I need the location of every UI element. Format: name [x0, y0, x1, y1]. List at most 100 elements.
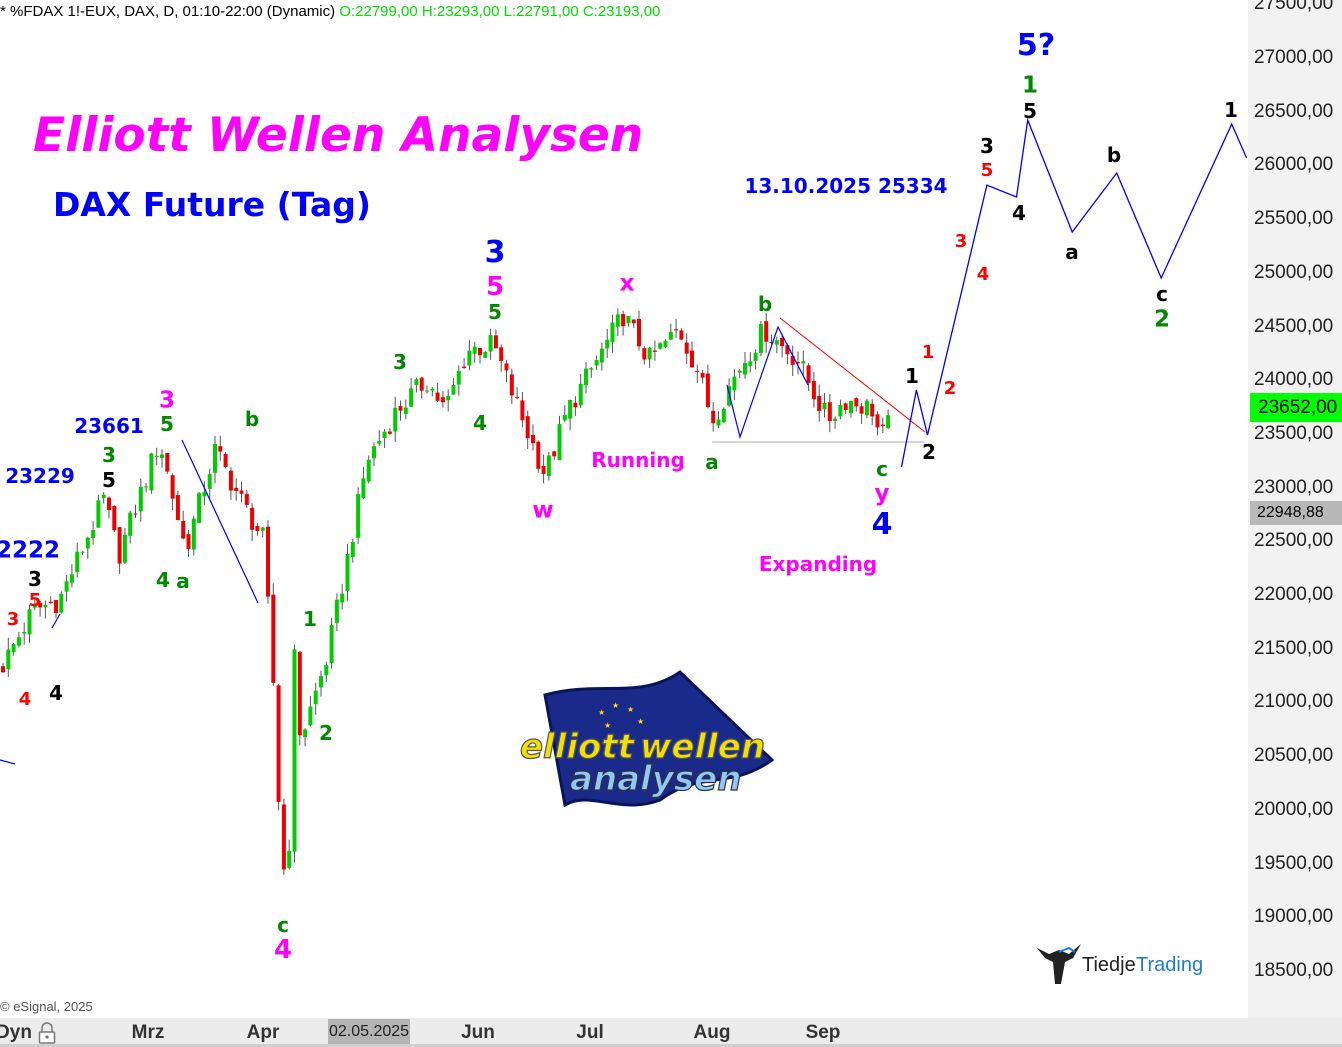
wave-label: x — [619, 270, 635, 297]
candle-up — [758, 323, 763, 353]
price-tick: 22000,00 — [1254, 584, 1334, 605]
candle-up — [122, 534, 127, 563]
wave-label: 1 — [905, 364, 919, 388]
lock-icon[interactable] — [37, 1021, 57, 1045]
candle-up — [822, 402, 827, 410]
wave-helper-line — [51, 613, 61, 629]
wave-label: 5 — [980, 160, 994, 181]
candle-down — [38, 602, 43, 608]
candle-up — [101, 494, 106, 499]
candle-down — [854, 398, 859, 407]
price-tick: 21500,00 — [1254, 637, 1334, 659]
wave-label: 4 — [18, 689, 32, 710]
month-label: Jul — [576, 1022, 604, 1043]
candle-up — [732, 376, 737, 391]
candle-down — [684, 342, 689, 354]
forecast-path — [900, 117, 1248, 468]
candle-down — [811, 380, 816, 400]
candle-down — [817, 396, 822, 412]
candle-down — [509, 374, 514, 396]
candle-up — [69, 574, 74, 583]
candle-down — [652, 350, 657, 352]
svg-text:Trading: Trading — [1136, 954, 1203, 976]
candle-down — [504, 363, 509, 371]
wave-label: 5 — [28, 590, 42, 611]
candle-up — [663, 340, 668, 348]
price-label: 2222 — [0, 537, 61, 564]
candle-down — [48, 601, 53, 604]
candle-down — [769, 342, 774, 344]
target-date-label: 13.10.2025 25334 — [744, 174, 948, 198]
candle-up — [472, 346, 477, 354]
candle-down — [107, 497, 111, 511]
candle-up — [64, 581, 69, 592]
candle-up — [303, 729, 308, 738]
axis-mode[interactable]: Dyn — [0, 1022, 32, 1043]
candle-down — [573, 402, 578, 408]
candle-down — [541, 465, 546, 474]
candle-up — [615, 314, 620, 327]
candle-down — [790, 355, 795, 365]
candle-up — [599, 348, 604, 363]
wave-label: 3 — [28, 567, 42, 591]
price-tick: 26500,00 — [1254, 100, 1334, 122]
candle-up — [329, 624, 334, 664]
candle-down — [255, 525, 260, 532]
candle-up — [451, 384, 456, 395]
wave-label: b — [1106, 143, 1122, 167]
candle-up — [32, 603, 37, 608]
month-label: Apr — [246, 1022, 280, 1043]
wave-label: 1 — [921, 342, 935, 363]
candle-up — [202, 492, 207, 497]
price-tick: 23500,00 — [1254, 422, 1334, 444]
candle-up — [80, 551, 85, 553]
wave-label: 2 — [319, 721, 333, 745]
candle-up — [191, 518, 196, 550]
price-label: 23229 — [5, 464, 75, 488]
candle-up — [578, 383, 583, 406]
candle-up — [668, 331, 673, 340]
wave-label: 4 — [976, 264, 990, 285]
candle-up — [96, 500, 101, 528]
candle-down — [117, 527, 122, 564]
svg-text:★: ★ — [604, 721, 611, 730]
candle-down — [536, 441, 541, 469]
wave-label: a — [705, 450, 719, 474]
wave-label: 4 — [473, 411, 487, 435]
price-chart[interactable]: ★★ ★★★ elliott wellen analysen — [0, 0, 1248, 1018]
wave-label: 3 — [954, 231, 968, 252]
candle-up — [483, 351, 488, 358]
candle-down — [440, 397, 445, 403]
wave-label: 1 — [1224, 98, 1238, 122]
price-tick: 25000,00 — [1254, 261, 1334, 283]
wave-label: 5 — [488, 300, 502, 324]
candle-down — [493, 335, 498, 349]
time-axis[interactable]: Dyn Mrz Apr 02.05.2025 Jun Jul Aug Sep — [0, 1018, 1342, 1047]
candle-up — [393, 407, 398, 432]
candle-up — [260, 527, 265, 531]
candle-up — [716, 419, 721, 426]
candle-down — [250, 507, 255, 530]
candle-down — [674, 329, 679, 331]
wave-label: 5 — [1023, 99, 1037, 123]
candle-up — [207, 474, 212, 489]
candle-up — [414, 379, 419, 386]
candle-down — [679, 330, 684, 340]
candle-up — [403, 407, 408, 414]
candle-down — [239, 490, 244, 494]
candle-down — [700, 372, 705, 378]
candle-up — [864, 400, 869, 416]
wave-label: 5 — [485, 272, 505, 302]
candle-up — [91, 530, 96, 539]
candle-up — [308, 706, 313, 726]
month-label: Mrz — [131, 1022, 165, 1043]
candle-up — [753, 352, 758, 361]
candle-up — [430, 388, 435, 391]
svg-text:★: ★ — [598, 708, 605, 717]
price-tick: 24500,00 — [1254, 315, 1334, 337]
candle-up — [149, 453, 154, 491]
candle-down — [387, 431, 392, 434]
wave-label: w — [532, 497, 554, 524]
candle-down — [1, 666, 5, 673]
wave-label: 3 — [484, 235, 506, 270]
